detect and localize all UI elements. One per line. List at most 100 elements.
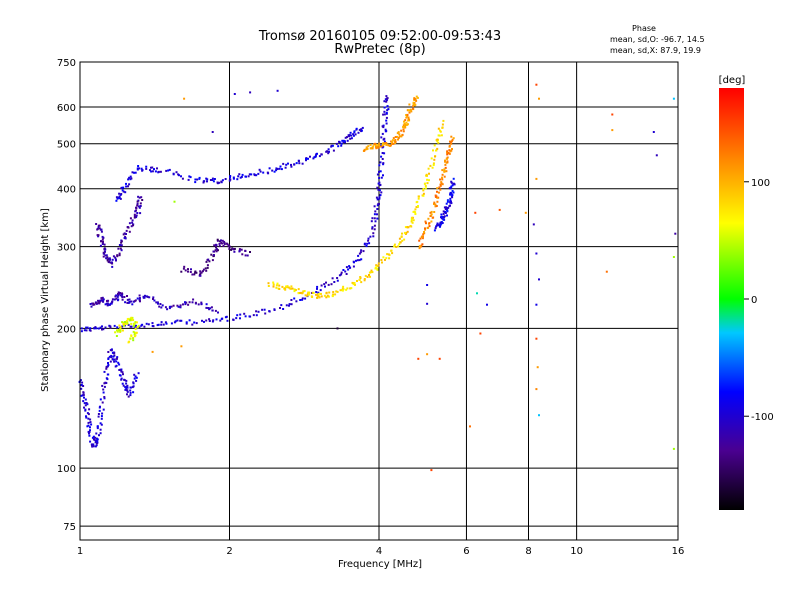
- data-point: [387, 108, 390, 111]
- data-point: [233, 250, 236, 253]
- data-point: [380, 155, 383, 158]
- data-point: [120, 186, 123, 189]
- data-point: [133, 333, 136, 336]
- data-point: [84, 404, 87, 407]
- data-point: [96, 438, 99, 441]
- data-point: [89, 418, 92, 421]
- data-point: [102, 236, 105, 239]
- data-point: [283, 287, 286, 290]
- data-point: [132, 325, 135, 327]
- data-point: [129, 175, 132, 178]
- data-point: [97, 327, 100, 330]
- data-point: [130, 319, 133, 322]
- data-point: [88, 431, 91, 433]
- data-point: [131, 386, 134, 389]
- data-point: [409, 225, 412, 227]
- data-point: [404, 119, 407, 122]
- data-point: [115, 360, 118, 363]
- data-point: [406, 115, 409, 118]
- data-point: [352, 133, 355, 136]
- data-point: [317, 291, 320, 294]
- data-point: [318, 296, 321, 299]
- data-point: [392, 142, 395, 145]
- data-point: [165, 169, 168, 172]
- data-point: [450, 135, 453, 138]
- data-point: [168, 307, 171, 310]
- data-point: [239, 317, 241, 320]
- data-point: [353, 261, 355, 264]
- data-point: [207, 307, 210, 309]
- data-point: [212, 254, 215, 256]
- data-point: [82, 385, 85, 387]
- data-point: [326, 294, 329, 297]
- data-point: [188, 175, 191, 178]
- data-point: [244, 175, 247, 178]
- data-point: [368, 274, 370, 276]
- data-point: [275, 284, 278, 287]
- data-point: [430, 157, 433, 160]
- data-point: [433, 144, 436, 147]
- data-point: [82, 391, 85, 394]
- data-point: [80, 327, 83, 330]
- data-point: [435, 149, 437, 152]
- data-point: [124, 235, 127, 238]
- data-point: [157, 323, 160, 326]
- data-point: [255, 174, 258, 177]
- data-point: [353, 130, 356, 133]
- colorbar: [719, 88, 744, 510]
- data-point: [217, 249, 219, 252]
- data-point: [229, 178, 232, 181]
- data-point: [164, 321, 167, 324]
- data-point: [383, 152, 386, 155]
- data-point: [295, 300, 298, 303]
- data-point: [440, 213, 443, 216]
- data-point: [153, 299, 156, 302]
- data-point: [377, 144, 380, 147]
- scatter-point: [479, 332, 482, 335]
- data-point: [382, 256, 385, 259]
- data-point: [340, 273, 343, 276]
- data-point: [213, 244, 216, 247]
- data-point: [120, 240, 123, 243]
- data-point: [320, 292, 322, 295]
- scatter-point: [336, 327, 339, 330]
- data-point: [284, 166, 287, 169]
- data-point: [264, 312, 267, 315]
- data-point: [138, 298, 141, 301]
- data-point: [424, 228, 427, 231]
- data-point: [405, 231, 408, 234]
- data-point: [209, 179, 212, 181]
- data-point: [104, 254, 107, 257]
- data-point: [366, 242, 369, 245]
- scatter-point: [498, 208, 501, 211]
- data-point: [441, 126, 444, 129]
- data-point: [305, 159, 307, 162]
- data-point: [156, 324, 159, 327]
- data-point: [126, 298, 129, 301]
- data-point: [122, 373, 124, 376]
- data-point: [103, 243, 106, 246]
- data-point: [129, 394, 132, 397]
- data-point: [103, 370, 106, 373]
- x-tick-label: 6: [463, 546, 469, 557]
- data-point: [431, 166, 434, 169]
- data-point: [382, 142, 384, 145]
- data-point: [172, 304, 175, 307]
- data-point: [196, 178, 199, 181]
- data-point: [243, 312, 246, 315]
- data-point: [108, 355, 111, 358]
- data-point: [150, 166, 152, 169]
- data-point: [441, 123, 444, 126]
- data-point: [123, 237, 126, 239]
- data-point: [355, 127, 358, 130]
- data-point: [303, 290, 306, 292]
- data-point: [197, 303, 200, 306]
- data-point: [226, 319, 229, 322]
- data-point: [323, 283, 326, 286]
- data-point: [112, 358, 115, 361]
- data-point: [341, 289, 344, 292]
- data-point: [122, 186, 125, 189]
- data-point: [344, 141, 346, 144]
- data-point: [350, 134, 353, 137]
- data-point: [358, 278, 361, 281]
